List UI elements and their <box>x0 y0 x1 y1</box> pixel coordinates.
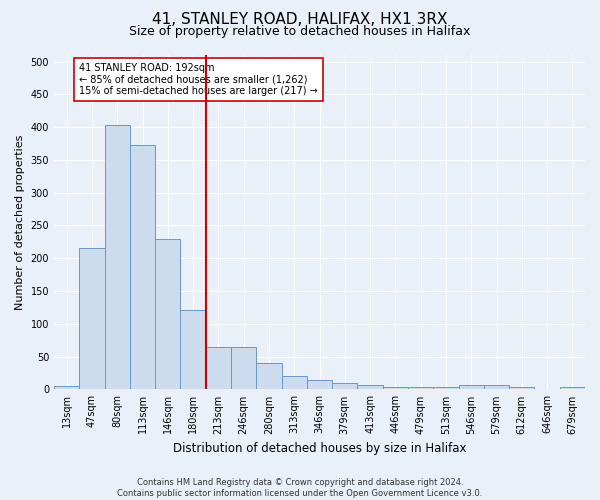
Bar <box>281 376 307 390</box>
Bar <box>256 363 281 390</box>
Bar <box>155 240 181 390</box>
Bar <box>79 248 104 390</box>
Bar <box>104 125 130 390</box>
Bar <box>458 385 484 390</box>
Bar <box>358 386 383 390</box>
Text: Contains HM Land Registry data © Crown copyright and database right 2024.
Contai: Contains HM Land Registry data © Crown c… <box>118 478 482 498</box>
Bar <box>535 389 560 390</box>
Bar <box>307 380 332 390</box>
Bar <box>383 388 408 390</box>
Bar <box>231 347 256 390</box>
Bar <box>408 388 433 390</box>
Bar <box>433 388 458 390</box>
Bar <box>332 383 358 390</box>
Text: 41 STANLEY ROAD: 192sqm
← 85% of detached houses are smaller (1,262)
15% of semi: 41 STANLEY ROAD: 192sqm ← 85% of detache… <box>79 63 318 96</box>
Bar <box>484 385 509 390</box>
Bar <box>560 387 585 390</box>
Bar <box>206 347 231 390</box>
Y-axis label: Number of detached properties: Number of detached properties <box>15 134 25 310</box>
Bar <box>181 310 206 390</box>
Bar <box>130 146 155 390</box>
Text: 41, STANLEY ROAD, HALIFAX, HX1 3RX: 41, STANLEY ROAD, HALIFAX, HX1 3RX <box>152 12 448 28</box>
Bar <box>509 388 535 390</box>
X-axis label: Distribution of detached houses by size in Halifax: Distribution of detached houses by size … <box>173 442 466 455</box>
Text: Size of property relative to detached houses in Halifax: Size of property relative to detached ho… <box>130 25 470 38</box>
Bar <box>54 386 79 390</box>
